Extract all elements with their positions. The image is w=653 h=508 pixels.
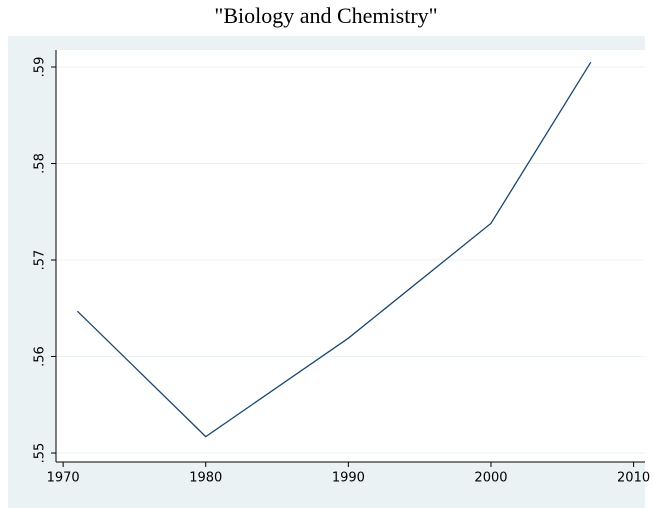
y-tick-label: .56 xyxy=(33,346,48,367)
x-tick-label: 2000 xyxy=(474,471,507,486)
x-tick-label: 2010 xyxy=(617,471,650,486)
line xyxy=(76,61,592,438)
x-tick-label: 1980 xyxy=(189,471,222,486)
y-tick-label: .58 xyxy=(33,153,48,174)
y-tick-label: .59 xyxy=(33,57,48,78)
y-tick-label: .57 xyxy=(33,250,48,271)
plot-area xyxy=(56,50,645,462)
x-tick-label: 1970 xyxy=(47,471,80,486)
y-tick-label: .55 xyxy=(33,443,48,464)
x-tick-label: 1990 xyxy=(332,471,365,486)
chart-title: "Biology and Chemistry" xyxy=(214,3,437,28)
